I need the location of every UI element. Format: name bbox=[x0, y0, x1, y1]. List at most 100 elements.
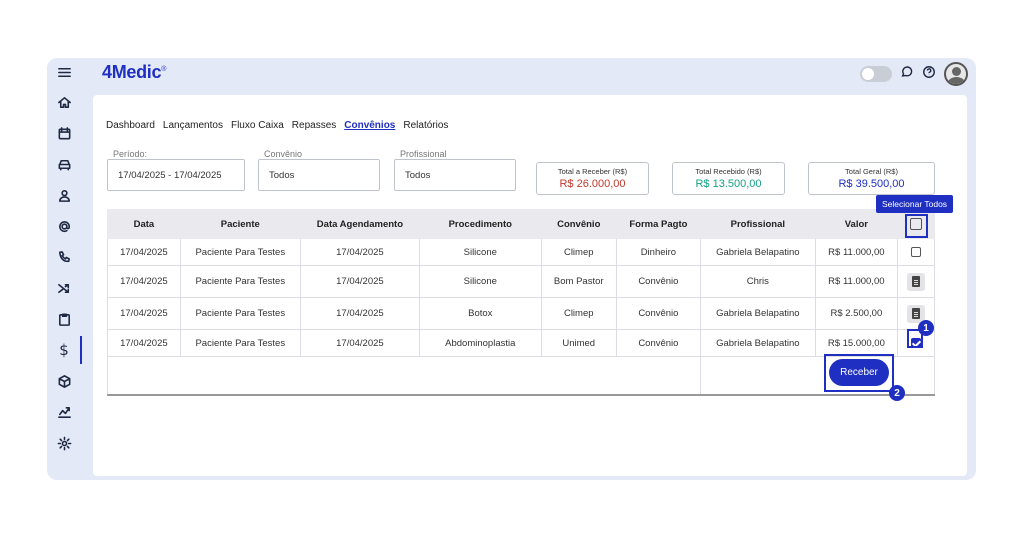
dollar-icon[interactable]: $ bbox=[55, 341, 73, 359]
row-action-cell bbox=[896, 265, 936, 298]
chart-icon[interactable] bbox=[55, 403, 73, 421]
total-recebido-label: Total Recebido (R$) bbox=[695, 167, 762, 176]
home-icon[interactable] bbox=[55, 93, 73, 111]
step-badge-1: 1 bbox=[918, 320, 934, 336]
table-row: 17/04/2025 Paciente Para Testes 17/04/20… bbox=[107, 329, 936, 357]
cell-procedimento: Silicone bbox=[419, 238, 542, 266]
shuffle-icon[interactable] bbox=[55, 279, 73, 297]
sidebar: $ bbox=[47, 58, 83, 480]
convenio-select[interactable]: Todos bbox=[258, 159, 380, 191]
footer-empty-cell bbox=[107, 356, 701, 396]
menu-icon[interactable] bbox=[55, 63, 73, 81]
help-icon[interactable] bbox=[922, 65, 936, 84]
cell-data: 17/04/2025 bbox=[107, 265, 181, 298]
col-header-profissional: Profissional bbox=[699, 209, 816, 239]
gear-icon[interactable] bbox=[55, 434, 73, 452]
cell-data-agendamento: 17/04/2025 bbox=[299, 329, 421, 357]
document-icon[interactable] bbox=[906, 304, 925, 323]
cell-valor: R$ 15.000,00 bbox=[814, 329, 898, 357]
cell-forma-pagto: Convênio bbox=[615, 329, 701, 357]
dollar-label: $ bbox=[59, 341, 69, 359]
header-actions bbox=[860, 62, 968, 86]
app-window: $ 4Medic® Dashboard Lançamentos Fluxo Ca… bbox=[47, 58, 976, 480]
tab-bar: Dashboard Lançamentos Fluxo Caixa Repass… bbox=[106, 120, 448, 131]
at-icon[interactable] bbox=[55, 217, 73, 235]
cell-valor: R$ 11.000,00 bbox=[814, 265, 898, 298]
receber-button[interactable]: Receber bbox=[829, 359, 889, 386]
receber-highlight bbox=[824, 354, 894, 392]
cell-profissional: Chris bbox=[699, 265, 816, 298]
box-icon[interactable] bbox=[55, 372, 73, 390]
total-geral-card: Total Geral (R$) R$ 39.500,00 bbox=[808, 162, 935, 195]
total-recebido-value: R$ 13.500,00 bbox=[695, 178, 762, 190]
periodo-label: Período: bbox=[113, 149, 148, 159]
col-header-valor: Valor bbox=[814, 209, 898, 239]
tab-repasses[interactable]: Repasses bbox=[291, 120, 337, 131]
car-icon[interactable] bbox=[55, 155, 73, 173]
calendar-icon[interactable] bbox=[55, 124, 73, 142]
row-checkbox[interactable] bbox=[910, 246, 921, 257]
profissional-label: Profissional bbox=[400, 149, 447, 159]
cell-valor: R$ 2.500,00 bbox=[814, 297, 898, 330]
select-all-highlight bbox=[905, 214, 928, 238]
cell-forma-pagto: Convênio bbox=[615, 265, 701, 298]
tab-convenios[interactable]: Convênios bbox=[344, 120, 396, 131]
cell-profissional: Gabriela Belapatino bbox=[699, 329, 816, 357]
table-row: 17/04/2025 Paciente Para Testes 17/04/20… bbox=[107, 265, 936, 298]
main-content: Dashboard Lançamentos Fluxo Caixa Repass… bbox=[93, 95, 967, 476]
cell-paciente: Paciente Para Testes bbox=[179, 297, 301, 330]
tab-lancamentos[interactable]: Lançamentos bbox=[162, 120, 223, 131]
select-all-checkbox[interactable] bbox=[909, 218, 922, 230]
tab-fluxo-caixa[interactable]: Fluxo Caixa bbox=[230, 120, 284, 131]
cell-forma-pagto: Convênio bbox=[615, 297, 701, 330]
tab-relatorios[interactable]: Relatórios bbox=[403, 120, 449, 131]
table-footer-row bbox=[107, 356, 936, 396]
total-recebido-card: Total Recebido (R$) R$ 13.500,00 bbox=[672, 162, 785, 195]
profissional-select[interactable]: Todos bbox=[394, 159, 516, 191]
periodo-input[interactable]: 17/04/2025 - 17/04/2025 bbox=[107, 159, 245, 191]
total-a-receber-value: R$ 26.000,00 bbox=[559, 178, 626, 190]
step-badge-2: 2 bbox=[889, 385, 905, 401]
cell-procedimento: Silicone bbox=[419, 265, 542, 298]
cell-convenio: Bom Pastor bbox=[540, 265, 617, 298]
col-header-data-agendamento: Data Agendamento bbox=[299, 209, 421, 239]
cell-data-agendamento: 17/04/2025 bbox=[299, 238, 421, 266]
table-row: 17/04/2025 Paciente Para Testes 17/04/20… bbox=[107, 238, 936, 266]
cell-forma-pagto: Dinheiro bbox=[615, 238, 701, 266]
chat-icon[interactable] bbox=[900, 65, 914, 84]
tab-dashboard[interactable]: Dashboard bbox=[106, 120, 155, 131]
cell-paciente: Paciente Para Testes bbox=[179, 329, 301, 357]
cell-data: 17/04/2025 bbox=[107, 297, 181, 330]
cell-convenio: Climep bbox=[540, 238, 617, 266]
col-header-forma-pagto: Forma Pagto bbox=[615, 209, 701, 239]
col-header-paciente: Paciente bbox=[179, 209, 301, 239]
table-row: 17/04/2025 Paciente Para Testes 17/04/20… bbox=[107, 297, 936, 330]
cell-profissional: Gabriela Belapatino bbox=[699, 238, 816, 266]
row-action-cell bbox=[896, 238, 936, 266]
cell-data: 17/04/2025 bbox=[107, 329, 181, 357]
row-checkbox-highlight bbox=[907, 329, 923, 348]
cell-data: 17/04/2025 bbox=[107, 238, 181, 266]
theme-toggle[interactable] bbox=[860, 66, 892, 82]
total-geral-label: Total Geral (R$) bbox=[845, 167, 898, 176]
cell-convenio: Unimed bbox=[540, 329, 617, 357]
col-header-data: Data bbox=[107, 209, 181, 239]
user-icon[interactable] bbox=[55, 186, 73, 204]
cell-convenio: Climep bbox=[540, 297, 617, 330]
document-icon[interactable] bbox=[906, 272, 925, 291]
total-a-receber-label: Total a Receber (R$) bbox=[557, 167, 628, 176]
cell-paciente: Paciente Para Testes bbox=[179, 265, 301, 298]
total-geral-value: R$ 39.500,00 bbox=[838, 178, 905, 190]
col-header-procedimento: Procedimento bbox=[419, 209, 542, 239]
sidebar-active-indicator bbox=[80, 336, 82, 364]
convenios-table: Data Paciente Data Agendamento Procedime… bbox=[107, 209, 936, 396]
app-logo[interactable]: 4Medic® bbox=[102, 62, 167, 82]
cell-procedimento: Abdominoplastia bbox=[419, 329, 542, 357]
cell-procedimento: Botox bbox=[419, 297, 542, 330]
cell-data-agendamento: 17/04/2025 bbox=[299, 297, 421, 330]
avatar[interactable] bbox=[944, 62, 968, 86]
select-all-tooltip: Selecionar Todos bbox=[876, 195, 954, 213]
cell-valor: R$ 11.000,00 bbox=[814, 238, 898, 266]
clipboard-icon[interactable] bbox=[55, 310, 73, 328]
phone-icon[interactable] bbox=[55, 248, 73, 266]
